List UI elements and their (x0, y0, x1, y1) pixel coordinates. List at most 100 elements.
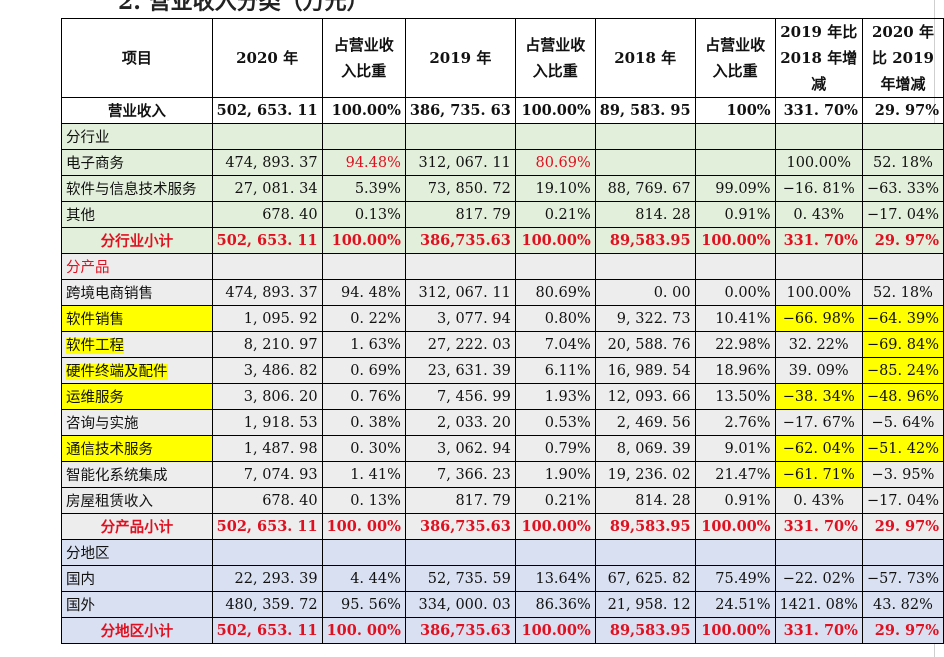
cell-2020-vs-2019: 29. 97% (861, 227, 944, 254)
cell-2020-vs-2019: 52. 18% (861, 279, 944, 306)
cell-2019-vs-2018: 0. 43% (774, 201, 863, 228)
cell-item: 其他 (61, 201, 213, 228)
cell-text: 386, 735. 63 (409, 102, 511, 119)
cell-text: 0. 22% (350, 310, 401, 327)
cell-2020-vs-2019: −48. 96% (861, 383, 944, 410)
cell-2019-share: 86.36% (514, 591, 596, 618)
cell-2019: 7, 456. 99 (404, 383, 516, 410)
cell-2020: 1, 918. 53 (211, 409, 323, 436)
cell-item: 软件销售 (61, 305, 213, 332)
cell-text: −85. 24% (866, 362, 939, 379)
cell-item: 智能化系统集成 (61, 461, 213, 488)
cell-2019-share: 1.90% (514, 461, 596, 488)
cell-2020: 27, 081. 34 (211, 175, 323, 202)
cell-2018-share: 100.00% (694, 513, 776, 540)
cell-item: 营业收入 (61, 97, 213, 124)
cell-2018-share: 75.49% (694, 565, 776, 592)
cell-text: 0. 13% (350, 492, 401, 509)
cell-2019-vs-2018: −62. 04% (774, 435, 863, 462)
cell-text: 502, 653. 11 (216, 232, 318, 249)
cell-text: 100.00% (701, 518, 771, 535)
cell-text: 分行业小计 (100, 234, 174, 250)
cell-text: 678. 40 (262, 492, 318, 509)
cell-2018-share: 9.01% (694, 435, 776, 462)
cell-text: 跨境电商销售 (66, 286, 153, 302)
cell-text: 814. 28 (635, 492, 691, 509)
cell-2019: 27, 222. 03 (404, 331, 516, 358)
cell-text: 22.98% (715, 336, 771, 353)
cell-text: 3, 486. 82 (243, 362, 318, 379)
cell-2018: 814. 28 (594, 201, 696, 228)
cell-text: 32. 22% (788, 336, 849, 353)
cell-text: 1.93% (544, 388, 591, 405)
cell-2018: 16, 989. 54 (594, 357, 696, 384)
cell-2019 (404, 123, 516, 150)
cell-2018 (594, 149, 696, 176)
cell-2019-vs-2018: −61. 71% (774, 461, 863, 488)
cell-2019: 386,735.63 (404, 513, 516, 540)
cell-text: 8, 069. 39 (616, 440, 691, 457)
cell-text: 19.10% (535, 180, 591, 197)
cell-2019-vs-2018 (774, 539, 863, 566)
table-row: 咨询与实施 1, 918. 53 0. 38% 2, 033. 20 0.53% 2, 4… (61, 409, 944, 436)
cell-text: 20, 588. 76 (607, 336, 691, 353)
cell-2018: 0. 00 (594, 279, 696, 306)
cell-2020-vs-2019: −17. 04% (861, 201, 944, 228)
cell-2019-share: 0.53% (514, 409, 596, 436)
header-row: 项目 2020 年 占营业收入比重 2019 年 占营业收入比重 2018 年 … (61, 18, 944, 98)
cell-text: 软件销售 (66, 312, 124, 328)
cell-2019-share: 100.00% (514, 97, 596, 124)
cell-2018: 89,583.95 (594, 617, 696, 644)
cell-item: 软件工程 (61, 331, 213, 358)
cell-text: −17. 67% (782, 414, 855, 431)
cell-2019-vs-2018: 32. 22% (774, 331, 863, 358)
table-row: 电子商务 474, 893. 37 94.48% 312, 067. 11 80.69%… (61, 149, 944, 176)
cell-text: 1, 095. 92 (243, 310, 318, 327)
cell-text: 房屋租赁收入 (66, 494, 153, 510)
cell-text: 89,583.95 (609, 232, 691, 249)
cell-text: 0. 38% (350, 414, 401, 431)
cell-item: 硬件终端及配件 (61, 357, 213, 384)
cell-text: 19, 236. 02 (607, 466, 691, 483)
cell-text: 0.21% (544, 492, 591, 509)
cell-2019-share: 0.79% (514, 435, 596, 462)
cell-text: 16, 989. 54 (607, 362, 691, 379)
cell-text: 52, 735. 59 (427, 570, 511, 587)
cell-2020-vs-2019: 29. 97% (861, 617, 944, 644)
cell-text: 9, 322. 73 (616, 310, 691, 327)
header-row: 分产品 (61, 253, 944, 280)
cell-2019: 23, 631. 39 (404, 357, 516, 384)
cell-2019-share: 19.10% (514, 175, 596, 202)
cell-item: 分产品 (61, 253, 213, 280)
cell-text: 1421. 08% (779, 596, 858, 613)
cell-text: 分产品小计 (100, 520, 174, 536)
cell-2019-vs-2018: 331. 70% (774, 227, 863, 254)
cell-text: 86.36% (535, 596, 591, 613)
cell-text: −48. 96% (866, 388, 939, 405)
cell-2019: 817. 79 (404, 201, 516, 228)
cell-item: 电子商务 (61, 149, 213, 176)
cell-2018-share: 0.00% (694, 279, 776, 306)
cell-text: 智能化系统集成 (66, 468, 168, 484)
cell-text: 80.69% (535, 154, 591, 171)
cell-text: 0. 43% (793, 492, 845, 509)
cell-2020: 1, 095. 92 (211, 305, 323, 332)
cell-2018: 19, 236. 02 (594, 461, 696, 488)
cell-text: 3, 062. 94 (437, 440, 511, 457)
cell-2019: 73, 850. 72 (404, 175, 516, 202)
cell-2019-vs-2018: 331. 70% (774, 97, 863, 124)
cell-text: −57. 73% (866, 570, 939, 587)
cell-text: 0.13% (354, 206, 401, 223)
cell-2019-share: 0.21% (514, 487, 596, 514)
cell-item: 咨询与实施 (61, 409, 213, 436)
cell-2018: 20, 588. 76 (594, 331, 696, 358)
cell-2018: 88, 769. 67 (594, 175, 696, 202)
cell-text: 6.11% (544, 362, 591, 379)
cell-2019: 2, 033. 20 (404, 409, 516, 436)
cell-2020: 502, 653. 11 (211, 513, 323, 540)
cell-2020-share: 100.00% (321, 227, 406, 254)
cell-text: 386,735.63 (419, 622, 511, 639)
cell-text: 100.00% (701, 232, 771, 249)
cell-text: 100.00% (521, 518, 591, 535)
cell-text: 0.91% (724, 492, 771, 509)
